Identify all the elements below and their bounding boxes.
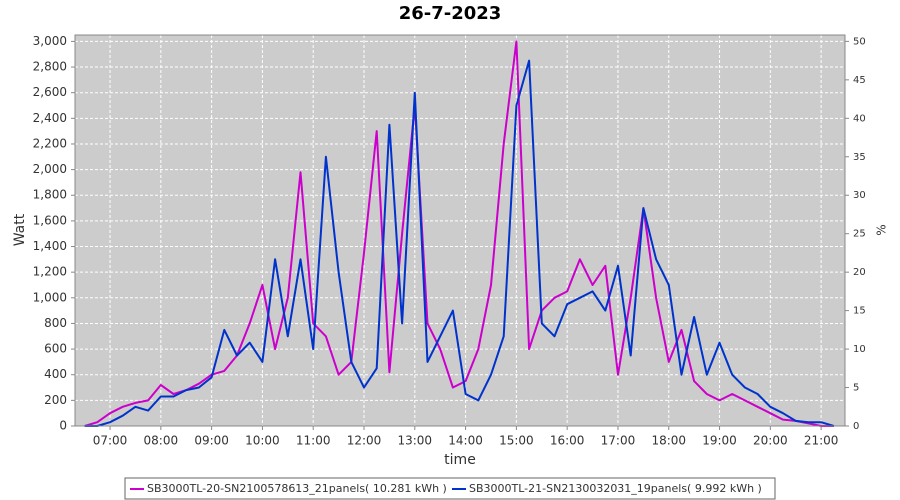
x-tick-label: 15:00 (499, 434, 534, 448)
x-tick-label: 12:00 (347, 434, 382, 448)
y2-tick-label: 50 (853, 36, 866, 47)
series-line (84, 59, 835, 427)
y-tick-label: 200 (44, 393, 67, 407)
x-tick-label: 16:00 (550, 434, 585, 448)
y2-tick-label: 10 (853, 344, 866, 355)
x-tick-label: 09:00 (194, 434, 229, 448)
y-tick-label: 2,400 (33, 111, 67, 125)
x-tick-label: 18:00 (651, 434, 686, 448)
y2-tick-label: 20 (853, 267, 866, 278)
y2-tick-label: 40 (853, 113, 866, 124)
y-tick-label: 3,000 (33, 34, 67, 48)
y-tick-label: 600 (44, 342, 67, 356)
y2-axis-label: % (875, 224, 889, 235)
x-tick-label: 11:00 (296, 434, 331, 448)
x-tick-label: 10:00 (245, 434, 280, 448)
x-tick-label: 21:00 (804, 434, 839, 448)
y-tick-label: 1,800 (33, 188, 67, 202)
legend-label: SB3000TL-20-SN2100578613_21panels( 10.28… (147, 482, 447, 495)
y-tick-label: 400 (44, 367, 67, 381)
y-tick-label: 2,600 (33, 85, 67, 99)
x-tick-label: 17:00 (601, 434, 636, 448)
y-tick-label: 2,800 (33, 60, 67, 74)
chart-title: 26-7-2023 (399, 3, 502, 24)
y-tick-label: 1,600 (33, 213, 67, 227)
y2-tick-label: 5 (853, 383, 859, 394)
y-tick-label: 800 (44, 316, 67, 330)
x-tick-label: 19:00 (702, 434, 737, 448)
y-axis-label: Watt (12, 213, 28, 246)
x-tick-label: 20:00 (753, 434, 788, 448)
series-line (84, 40, 834, 427)
y2-tick-label: 45 (853, 75, 866, 86)
y2-tick-label: 15 (853, 306, 866, 317)
x-tick-label: 07:00 (93, 434, 128, 448)
y-tick-label: 1,200 (33, 265, 67, 279)
y-tick-label: 2,000 (33, 162, 67, 176)
y2-tick-label: 25 (853, 229, 866, 240)
y-tick-label: 1,000 (33, 290, 67, 304)
y2-tick-label: 0 (853, 421, 859, 432)
legend (124, 477, 776, 500)
y-tick-label: 0 (59, 419, 67, 433)
y-tick-label: 1,400 (33, 239, 67, 253)
y2-tick-label: 30 (853, 190, 866, 201)
x-axis-label: time (444, 452, 476, 468)
plot-border (74, 34, 846, 427)
legend-label: SB3000TL-21-SN2130032031_19panels( 9.992… (469, 482, 762, 495)
y-tick-label: 2,200 (33, 136, 67, 150)
x-tick-label: 14:00 (448, 434, 483, 448)
x-tick-label: 13:00 (397, 434, 432, 448)
x-tick-label: 08:00 (144, 434, 179, 448)
y2-tick-label: 35 (853, 152, 866, 163)
